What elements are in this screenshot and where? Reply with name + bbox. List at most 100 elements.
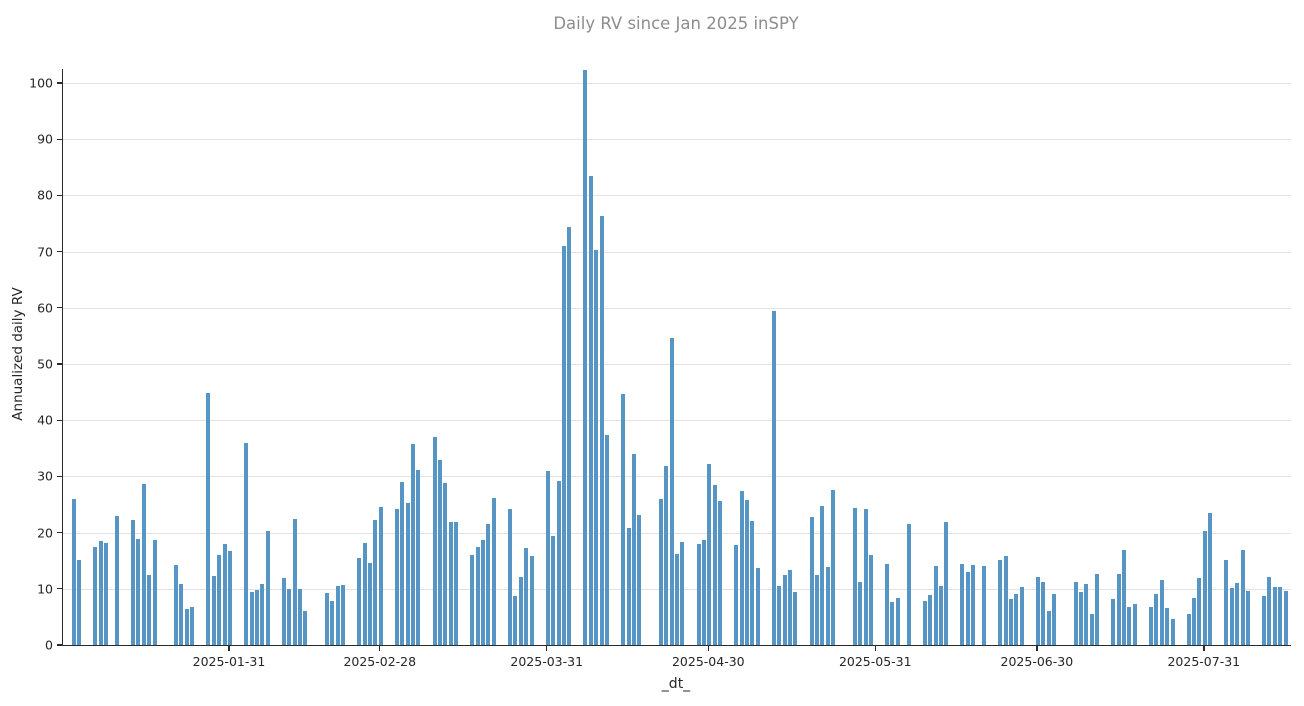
bar [567,227,572,645]
y-tick [57,363,62,365]
bar [373,520,378,645]
bar [777,586,782,645]
bar [604,434,609,645]
bar [1089,613,1094,645]
bar [486,524,491,645]
bar [906,524,911,645]
x-tick [1203,646,1205,651]
bar [222,543,227,645]
bar [793,592,798,645]
bar [631,454,636,645]
gridline [63,251,1291,253]
bar [696,543,701,645]
bar [368,562,372,645]
gridline [63,364,1291,365]
bar [71,498,76,645]
x-tick-label: 2025-03-31 [510,654,584,669]
bar [734,544,739,645]
y-tick [57,138,62,140]
bar [680,542,685,645]
bar [1229,588,1234,645]
bar [411,444,416,645]
bar [1122,550,1127,645]
bar [815,574,820,645]
bar [131,520,136,645]
bar [508,509,513,645]
bar [341,585,346,645]
bar [136,538,141,645]
bar [281,578,286,645]
bar [260,584,265,645]
bar [588,175,593,645]
bar [1003,555,1008,645]
y-tick-label: 10 [37,581,53,597]
bar [152,539,157,645]
y-tick-label: 50 [37,356,53,372]
bar [93,547,98,645]
bar [491,498,496,645]
bar [443,482,448,645]
gridline [63,420,1291,422]
bar [400,482,405,645]
bar [1052,594,1057,645]
y-tick [57,250,62,253]
bar [707,464,712,645]
bar [292,519,297,645]
bar [1035,577,1040,645]
bar [227,550,232,645]
bar [1111,598,1116,645]
bar [669,337,674,645]
bar [206,392,211,645]
bar [438,460,443,645]
bar [1240,550,1245,645]
bar [599,216,604,645]
bar [1019,587,1024,645]
bar [448,521,453,645]
bar [1278,587,1283,645]
bar [788,570,793,645]
x-tick-label: 2025-06-30 [1000,654,1074,669]
bar [928,594,933,645]
bar [885,563,890,645]
x-tick [1036,646,1038,651]
y-tick-label: 70 [37,244,53,260]
bar [938,586,943,645]
bar [664,465,669,645]
bar [675,553,679,645]
bar [297,589,302,645]
bar [944,522,949,645]
bar [998,560,1003,645]
y-tick-label: 100 [29,75,53,91]
bar [179,584,184,645]
bar [739,491,744,645]
y-tick-label: 60 [37,300,53,316]
bar [362,542,367,645]
bar [77,560,82,645]
y-tick [57,307,62,309]
bar [971,564,976,645]
bar [965,571,970,645]
y-tick [57,475,62,478]
y-tick-label: 90 [37,131,53,147]
bar [529,555,534,645]
bar [357,558,362,645]
x-tick-label: 2025-05-31 [838,654,912,669]
x-axis-label: _dt_ [661,676,691,692]
bar [470,555,475,645]
y-tick [57,194,62,197]
bar [1041,581,1046,645]
bar [141,484,146,645]
bar [1202,530,1207,645]
gridline [63,83,1291,84]
bar [454,521,459,645]
bar [825,566,830,645]
bar [1186,613,1191,645]
bar [1078,591,1083,645]
bar [556,480,561,645]
y-tick-label: 40 [37,412,53,428]
bar [831,490,836,645]
bar [184,609,189,645]
bar [114,516,119,645]
bar [1116,573,1121,645]
